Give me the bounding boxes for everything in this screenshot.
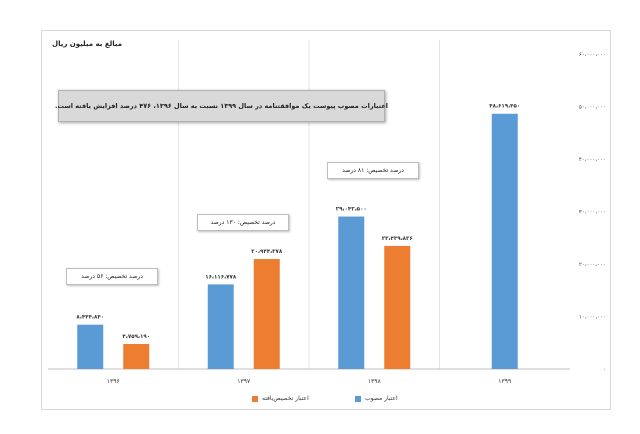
legend-allocated-label: اعتبار تخصیص‌یافته bbox=[262, 395, 309, 402]
bar-allocated bbox=[123, 344, 150, 369]
y-tick-label: ۳۰،۰۰۰،۰۰۰ bbox=[579, 210, 606, 216]
annotation-1397: درصد تخصیص: ۱۳۰ درصد bbox=[197, 214, 289, 231]
y-tick-label: ۴۰،۰۰۰،۰۰۰ bbox=[579, 157, 606, 163]
bar-approved bbox=[491, 113, 518, 369]
annotation-1398-text: درصد تخصیص: ۸۱ درصد bbox=[342, 167, 404, 174]
main-annotation-text: اعتبارات مصوب پیوست یک موافقتنامه در سال… bbox=[54, 102, 388, 110]
bar-approved bbox=[338, 216, 365, 369]
annotation-1396-text: درصد تخصیص: ۵۶ درصد bbox=[81, 273, 143, 280]
y-tick-label: ۲۰،۰۰۰،۰۰۰ bbox=[579, 262, 606, 268]
bar-allocated bbox=[253, 259, 280, 369]
legend-allocated-swatch bbox=[252, 395, 258, 402]
annotation-1398: درصد تخصیص: ۸۱ درصد bbox=[327, 162, 419, 179]
legend-item-approved: اعتبار مصوب bbox=[355, 395, 398, 402]
data-label: ۲۳،۴۳۹،۸۲۶ bbox=[382, 236, 413, 242]
x-tick-label: ۱۳۹۹ bbox=[498, 378, 511, 385]
legend-item-allocated: اعتبار تخصیص‌یافته bbox=[252, 395, 309, 402]
data-label: ۸،۴۴۴،۸۴۰ bbox=[76, 315, 104, 321]
bar-approved bbox=[77, 324, 104, 369]
y-tick-label: ۰ bbox=[603, 367, 606, 373]
annotation-1396: درصد تخصیص: ۵۶ درصد bbox=[66, 268, 158, 285]
main-annotation: اعتبارات مصوب پیوست یک موافقتنامه در سال… bbox=[54, 90, 388, 122]
data-label: ۱۶،۱۱۶،۷۷۸ bbox=[205, 274, 237, 280]
x-tick-label: ۱۳۹۶ bbox=[107, 378, 120, 385]
legend-approved-label: اعتبار مصوب bbox=[365, 395, 398, 402]
annotation-1397-text: درصد تخصیص: ۱۳۰ درصد bbox=[210, 219, 276, 226]
data-label: ۲۰،۹۴۴،۳۷۸ bbox=[251, 249, 283, 255]
x-tick-label: ۱۳۹۷ bbox=[237, 378, 251, 385]
y-tick-label: ۵۰،۰۰۰،۰۰۰ bbox=[579, 105, 606, 111]
legend-approved-swatch bbox=[355, 395, 361, 402]
y-tick-label: ۱۰،۰۰۰،۰۰۰ bbox=[579, 315, 606, 321]
data-label: ۲۹،۰۴۲،۵۰۰ bbox=[336, 207, 367, 213]
x-tick-label: ۱۳۹۸ bbox=[368, 378, 382, 385]
bar-approved bbox=[207, 284, 234, 369]
bar-allocated bbox=[384, 245, 411, 369]
data-label: ۴،۷۵۹،۱۹۰ bbox=[122, 334, 150, 340]
unit-label: مبالغ به میلیون ریال bbox=[52, 40, 123, 48]
y-tick-label: ۶۰،۰۰۰،۰۰۰ bbox=[579, 52, 606, 58]
data-label: ۴۸،۶۱۹،۴۵۰ bbox=[489, 104, 520, 110]
